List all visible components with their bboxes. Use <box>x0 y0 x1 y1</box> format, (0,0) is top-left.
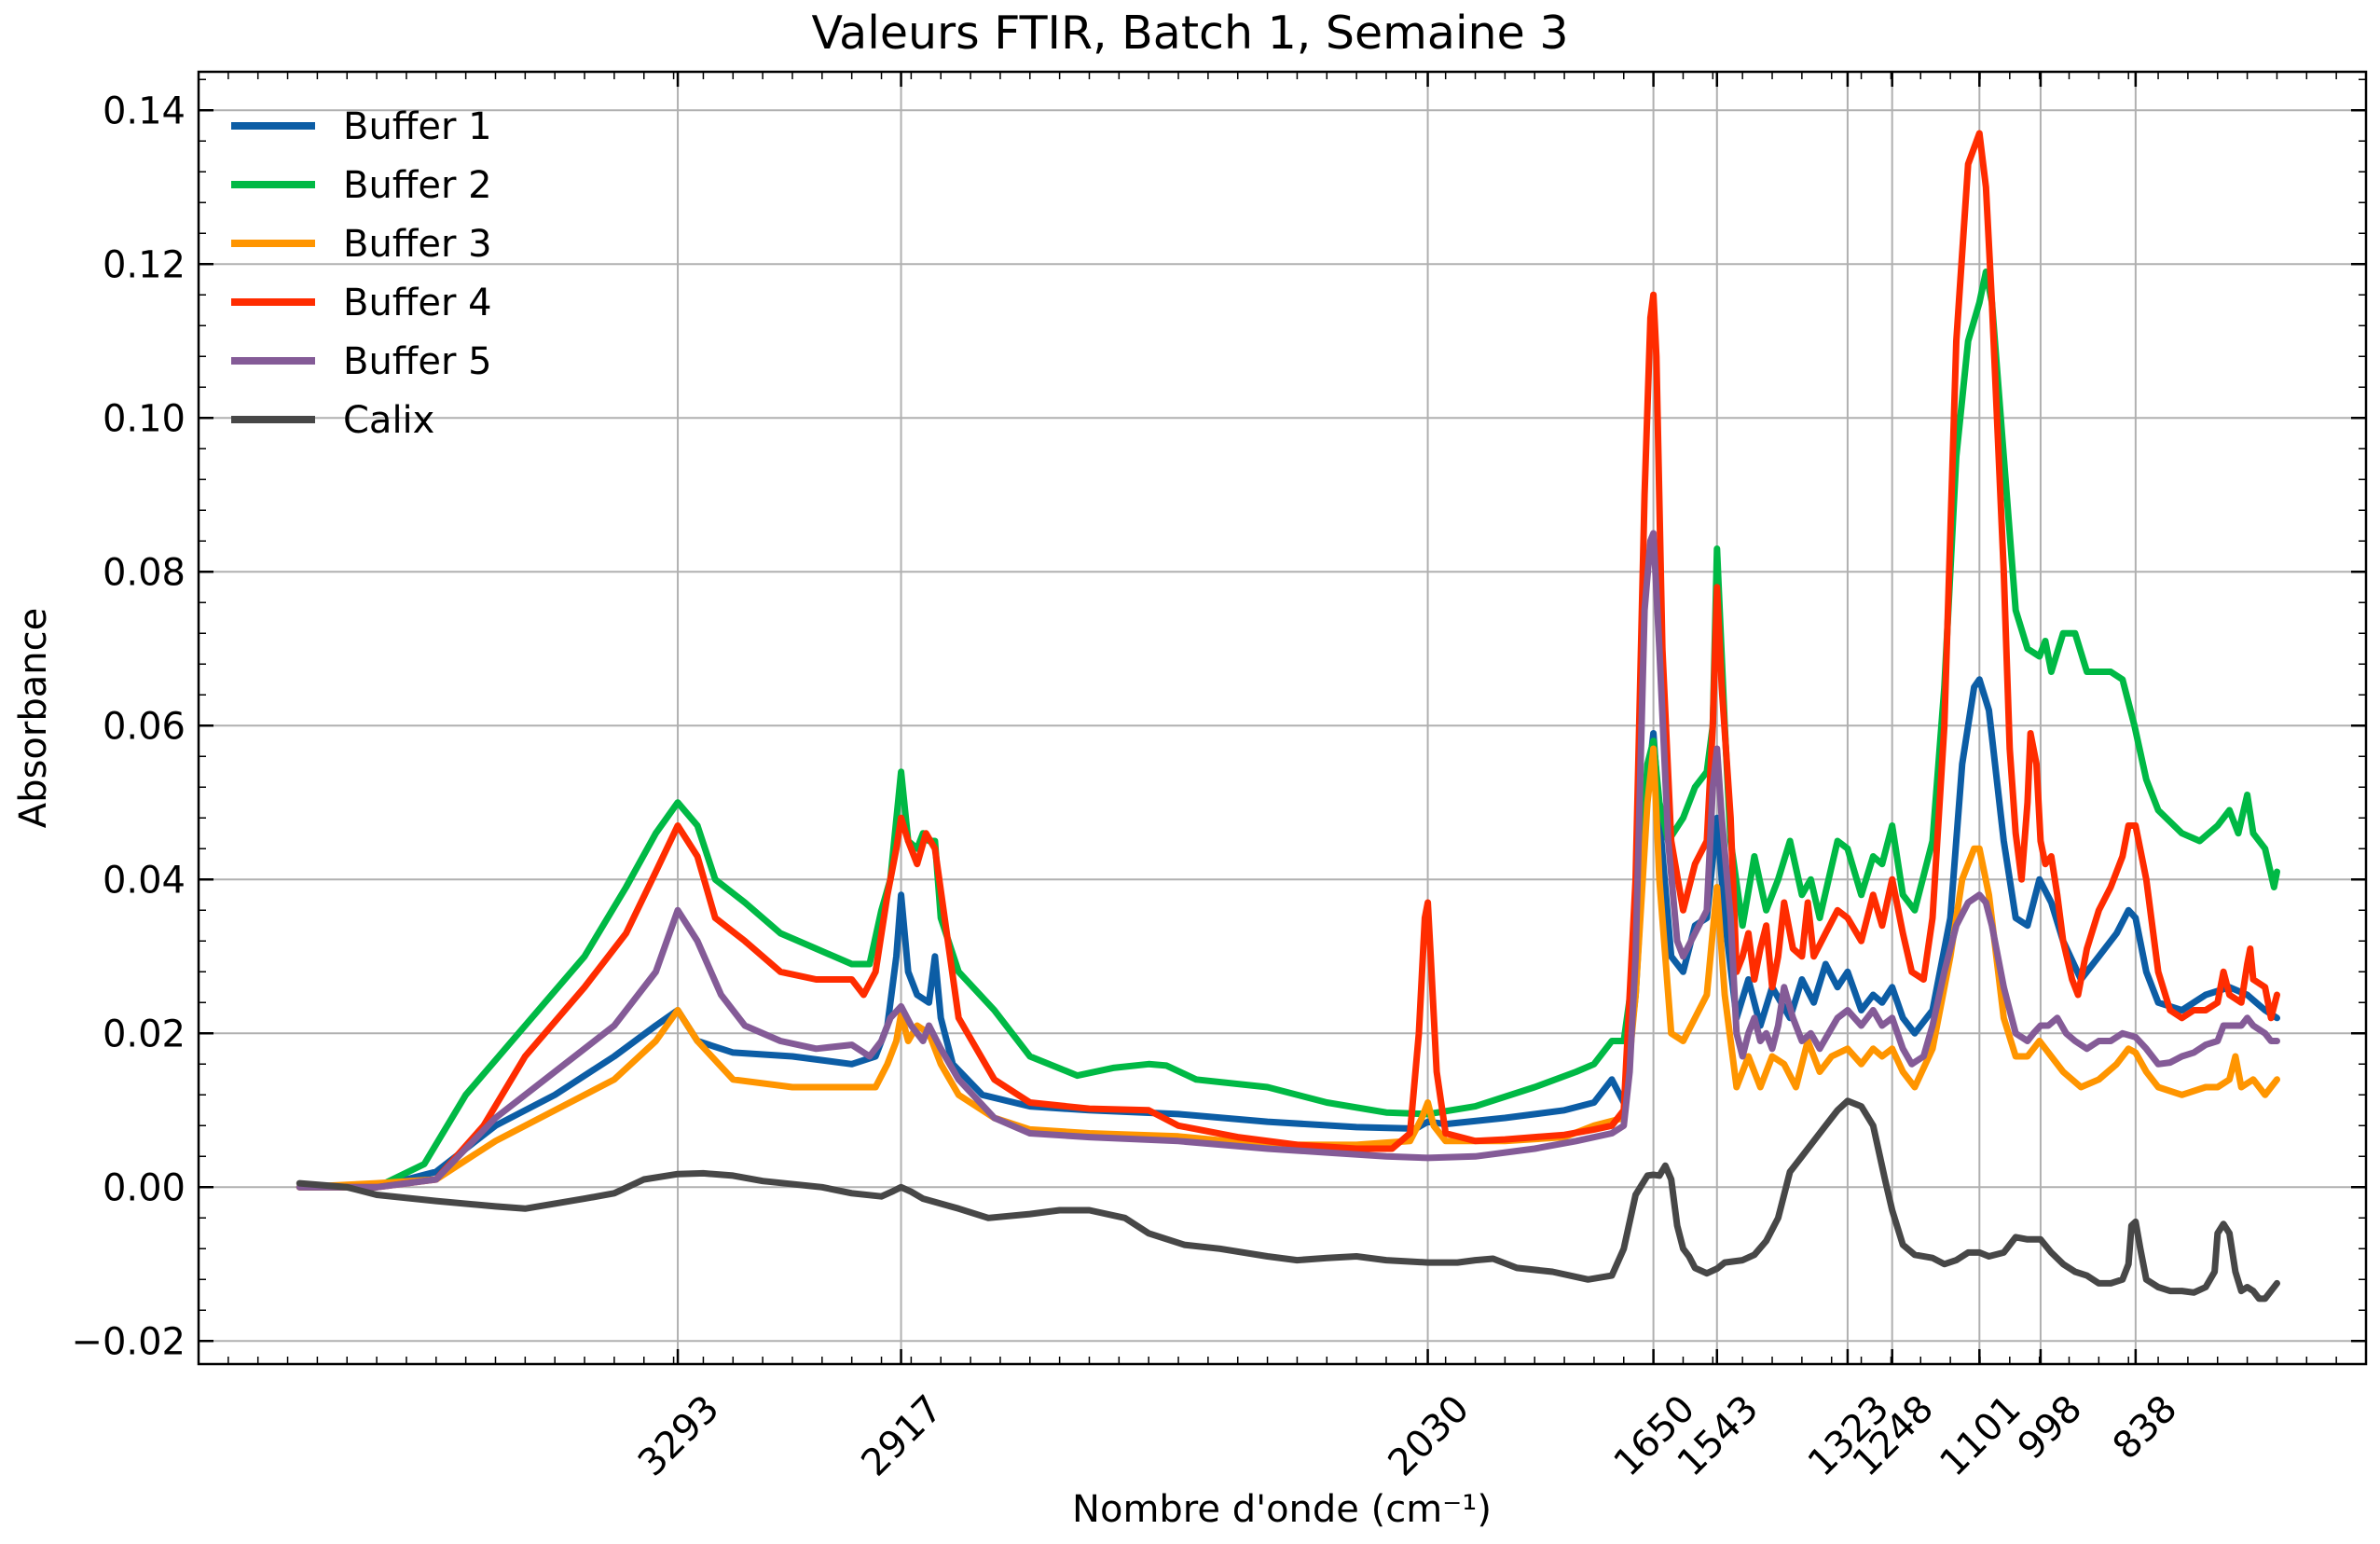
x-tick-label: 998 <box>2010 1387 2091 1468</box>
x-tick-label: 3293 <box>630 1387 728 1485</box>
y-tick-label: 0.02 <box>103 1013 186 1055</box>
y-tick-label: 0.14 <box>103 90 186 132</box>
y-tick-label: 0.08 <box>103 551 186 594</box>
legend-label: Buffer 2 <box>343 164 492 207</box>
legend-label: Buffer 5 <box>343 340 492 383</box>
series-line-calix <box>296 1097 2280 1303</box>
x-axis-label: Nombre d'onde (cm⁻¹) <box>1072 1488 1492 1531</box>
y-tick-label: 0.12 <box>103 243 186 286</box>
major-ticks-layer <box>199 72 2366 1364</box>
series-line-buffer-1 <box>296 676 2280 1191</box>
x-tick-label: 2917 <box>853 1387 951 1485</box>
series-line-buffer-4 <box>296 130 2280 1191</box>
y-tick-label: −0.02 <box>71 1320 186 1363</box>
chart-title: Valeurs FTIR, Batch 1, Semaine 3 <box>811 7 1569 60</box>
legend-label: Buffer 4 <box>343 282 492 324</box>
legend: Buffer 1 Buffer 2 Buffer 3 Buffer 4 Buffer 5… <box>231 105 492 442</box>
plot-frame <box>197 70 2368 1366</box>
legend-label: Calix <box>343 399 434 442</box>
grid-layer <box>199 72 2366 1364</box>
legend-label: Buffer 1 <box>343 105 492 148</box>
legend-label: Buffer 3 <box>343 223 492 266</box>
y-tick-label: 0.00 <box>103 1166 186 1209</box>
x-tick-label: 838 <box>2105 1387 2186 1468</box>
y-tick-label: 0.10 <box>103 397 186 440</box>
series-line-buffer-5 <box>296 530 2280 1191</box>
y-axis-label: Absorbance <box>12 608 55 828</box>
series-line-buffer-3 <box>296 745 2280 1191</box>
y-tick-label: 0.06 <box>103 705 186 748</box>
series-layer <box>296 130 2280 1303</box>
x-tick-label: 2030 <box>1380 1387 1478 1485</box>
y-tick-label: 0.04 <box>103 859 186 902</box>
